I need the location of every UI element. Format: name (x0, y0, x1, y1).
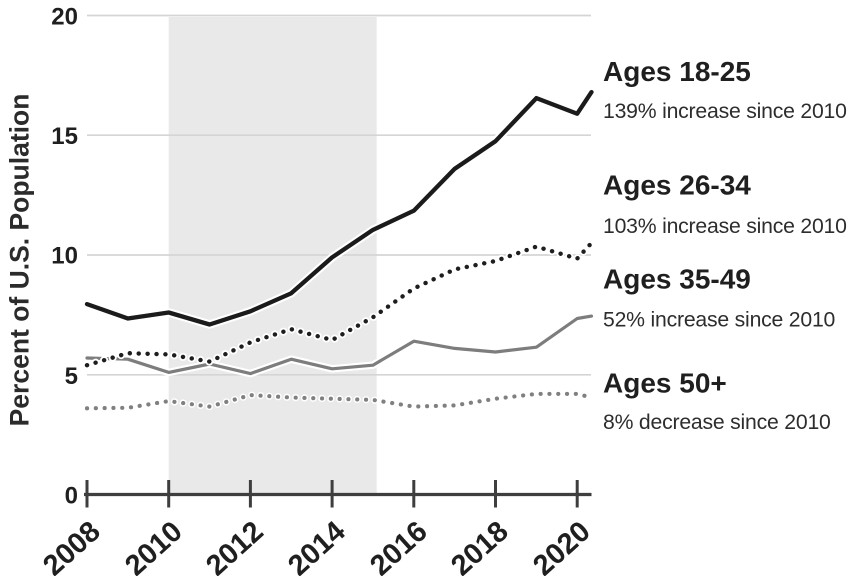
svg-text:2014: 2014 (282, 515, 351, 576)
svg-text:Ages 18-25: Ages 18-25 (603, 56, 751, 87)
svg-text:2008: 2008 (37, 515, 106, 576)
svg-text:Ages 50+: Ages 50+ (603, 368, 727, 399)
svg-text:15: 15 (51, 123, 78, 150)
svg-text:8% decrease since 2010: 8% decrease since 2010 (603, 411, 831, 434)
svg-text:Ages 35-49: Ages 35-49 (603, 264, 751, 295)
svg-text:2018: 2018 (445, 515, 514, 576)
svg-text:139% increase since 2010: 139% increase since 2010 (603, 100, 847, 123)
svg-text:103% increase since 2010: 103% increase since 2010 (603, 215, 847, 238)
svg-text:52% increase since 2010: 52% increase since 2010 (603, 309, 835, 332)
svg-text:20: 20 (51, 4, 78, 31)
svg-text:2012: 2012 (200, 515, 269, 576)
svg-text:Percent of U.S. Population: Percent of U.S. Population (5, 94, 35, 427)
svg-text:Ages 26-34: Ages 26-34 (603, 170, 751, 201)
svg-text:5: 5 (65, 363, 78, 390)
svg-text:10: 10 (51, 243, 78, 270)
svg-text:0: 0 (65, 483, 78, 510)
svg-text:2020: 2020 (527, 515, 596, 576)
svg-text:2010: 2010 (119, 515, 188, 576)
svg-text:2016: 2016 (364, 515, 433, 576)
